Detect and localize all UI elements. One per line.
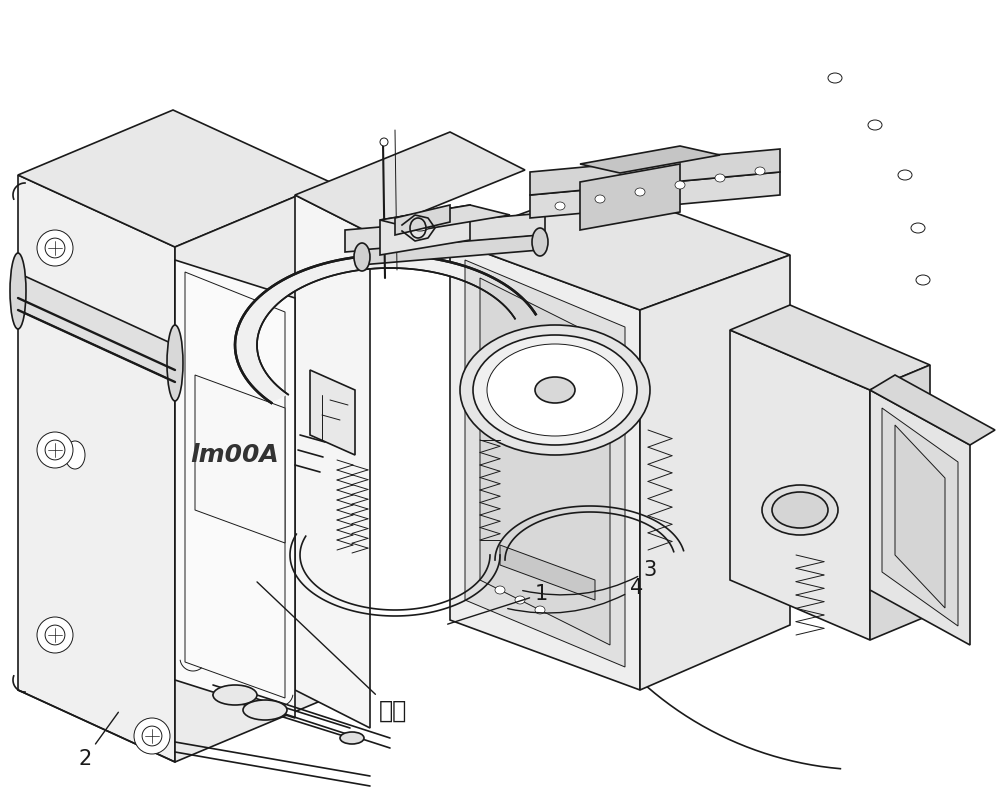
- Polygon shape: [18, 175, 175, 762]
- Ellipse shape: [37, 432, 73, 468]
- Ellipse shape: [595, 195, 605, 203]
- Polygon shape: [730, 330, 870, 640]
- Polygon shape: [465, 260, 625, 667]
- Polygon shape: [175, 260, 295, 718]
- Text: 4: 4: [508, 578, 643, 613]
- Ellipse shape: [473, 335, 637, 445]
- Polygon shape: [195, 375, 285, 543]
- Ellipse shape: [37, 617, 73, 653]
- Text: 2: 2: [78, 713, 118, 769]
- Ellipse shape: [911, 223, 925, 233]
- Text: lm00A: lm00A: [191, 443, 279, 467]
- Polygon shape: [450, 240, 640, 690]
- Ellipse shape: [45, 440, 65, 460]
- Polygon shape: [870, 390, 970, 645]
- Polygon shape: [235, 255, 536, 403]
- Polygon shape: [345, 213, 545, 252]
- Polygon shape: [882, 408, 958, 626]
- Ellipse shape: [635, 188, 645, 196]
- Ellipse shape: [65, 441, 85, 469]
- Ellipse shape: [675, 181, 685, 189]
- Polygon shape: [380, 205, 470, 255]
- Text: 3: 3: [523, 560, 656, 595]
- Polygon shape: [310, 370, 355, 455]
- Polygon shape: [530, 149, 780, 195]
- Ellipse shape: [134, 718, 170, 754]
- Ellipse shape: [762, 485, 838, 535]
- Ellipse shape: [495, 586, 505, 594]
- Ellipse shape: [532, 228, 548, 256]
- Ellipse shape: [380, 138, 388, 146]
- Polygon shape: [380, 205, 510, 230]
- Ellipse shape: [243, 700, 287, 720]
- Ellipse shape: [460, 325, 650, 455]
- Polygon shape: [360, 235, 540, 265]
- Polygon shape: [895, 425, 945, 608]
- Ellipse shape: [555, 202, 565, 210]
- Ellipse shape: [487, 344, 623, 436]
- Ellipse shape: [340, 732, 364, 744]
- Ellipse shape: [535, 606, 545, 614]
- Text: 1: 1: [448, 584, 548, 624]
- Ellipse shape: [755, 167, 765, 175]
- Polygon shape: [730, 305, 930, 390]
- Ellipse shape: [535, 377, 575, 403]
- Polygon shape: [480, 278, 610, 645]
- Polygon shape: [870, 365, 930, 640]
- Ellipse shape: [10, 253, 26, 329]
- Ellipse shape: [45, 625, 65, 645]
- Polygon shape: [870, 375, 995, 445]
- Polygon shape: [395, 205, 450, 235]
- Polygon shape: [450, 185, 790, 310]
- Polygon shape: [640, 255, 790, 690]
- Polygon shape: [18, 110, 330, 247]
- Ellipse shape: [167, 325, 183, 401]
- Text: 血袋: 血袋: [257, 582, 407, 723]
- Polygon shape: [530, 172, 780, 218]
- Polygon shape: [295, 195, 370, 728]
- Ellipse shape: [772, 492, 828, 528]
- Ellipse shape: [515, 596, 525, 604]
- Ellipse shape: [354, 243, 370, 271]
- Ellipse shape: [410, 219, 430, 231]
- Ellipse shape: [142, 726, 162, 746]
- Polygon shape: [580, 146, 720, 173]
- Ellipse shape: [37, 230, 73, 266]
- Ellipse shape: [715, 174, 725, 182]
- Polygon shape: [175, 182, 330, 762]
- Ellipse shape: [45, 238, 65, 258]
- Polygon shape: [500, 545, 595, 600]
- Polygon shape: [295, 132, 525, 233]
- Ellipse shape: [898, 170, 912, 180]
- Polygon shape: [18, 273, 175, 382]
- Ellipse shape: [828, 73, 842, 83]
- Ellipse shape: [213, 685, 257, 705]
- Polygon shape: [580, 164, 680, 230]
- Ellipse shape: [916, 275, 930, 285]
- Ellipse shape: [868, 120, 882, 130]
